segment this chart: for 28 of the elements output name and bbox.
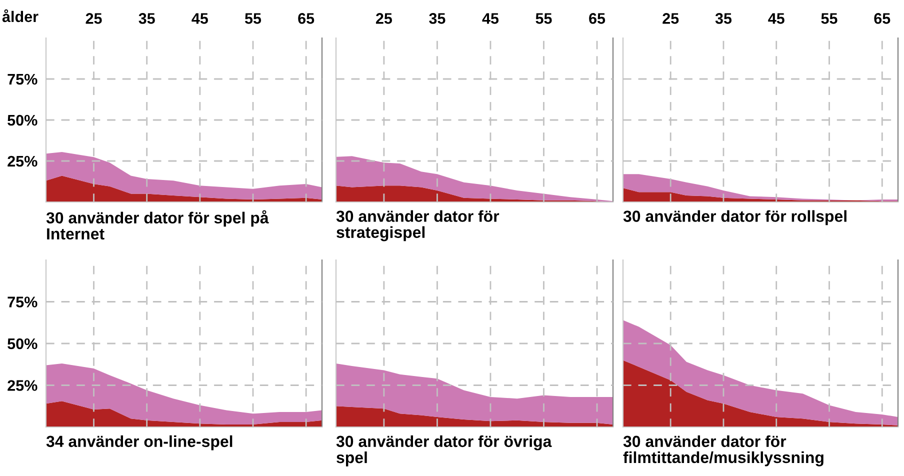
x-tick-label: 25 <box>376 13 392 24</box>
x-tick-label: 65 <box>298 13 314 24</box>
x-tick-label: 35 <box>429 13 446 24</box>
x-tick-label: 35 <box>138 13 155 24</box>
x-tick-label: 35 <box>715 13 732 24</box>
x-tick-label: 25 <box>662 13 679 24</box>
text: 30 använder dator för rollspel <box>623 210 846 226</box>
x-tick-label: 55 <box>821 13 838 24</box>
y-tick-label: 50% <box>8 338 38 350</box>
x-tick-label: 65 <box>589 13 606 24</box>
y-tick-label: 75% <box>8 74 38 85</box>
x-tick-label: 55 <box>536 13 552 24</box>
x-tick-label: 45 <box>192 13 208 24</box>
x-tick-label: 65 <box>874 13 890 24</box>
x-tick-label: 45 <box>482 13 499 24</box>
x-tick-label: 45 <box>768 13 784 24</box>
text: 30 använder dator för strategispel <box>336 210 500 242</box>
y-tick-label: 25% <box>8 380 38 391</box>
text: 30 använder dator för övriga spel <box>336 435 552 466</box>
y-tick-label: 50% <box>8 114 38 126</box>
text: 30 använder dator för filmtittande/musiklyssning <box>623 435 824 466</box>
y-tick-label: 25% <box>8 156 38 167</box>
text: 30 använder dator för spel på Internet <box>46 210 269 240</box>
text: 34 använder on-line-spel <box>46 435 232 450</box>
y-tick-label: 75% <box>8 296 38 308</box>
x-tick-label: 25 <box>86 13 102 24</box>
x-tick-label: 55 <box>244 13 262 24</box>
text: ålder <box>2 9 38 22</box>
